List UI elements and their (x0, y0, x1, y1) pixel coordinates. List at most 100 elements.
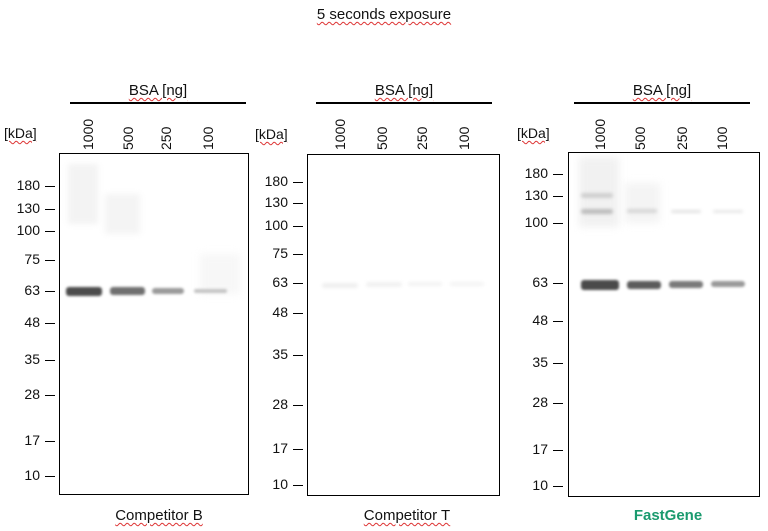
protein-band (627, 209, 657, 213)
lane-label: 250 (674, 126, 690, 150)
mw-tick (293, 226, 303, 227)
mw-tick (553, 223, 563, 224)
protein-band (66, 287, 102, 296)
mw-label: 10 (532, 477, 548, 493)
panel-caption: Competitor T (363, 507, 451, 524)
mw-tick (45, 441, 55, 442)
mw-tick (553, 450, 563, 451)
mw-tick (45, 323, 55, 324)
protein-band (711, 281, 745, 287)
mw-tick (293, 254, 303, 255)
mw-tick (293, 355, 303, 356)
mw-label: 180 (16, 177, 40, 193)
mw-tick (553, 321, 563, 322)
protein-band (581, 280, 619, 290)
mw-tick (293, 283, 303, 284)
lane-label: 100 (200, 126, 216, 150)
mw-tick (45, 186, 55, 187)
protein-band (581, 193, 613, 198)
mw-tick (293, 405, 303, 406)
panel-caption: Competitor B (115, 507, 203, 524)
mw-label: 63 (272, 274, 288, 290)
mw-label: 48 (272, 304, 288, 320)
smear (68, 164, 98, 224)
protein-band (194, 289, 227, 293)
bsa-label: BSA [ng] (374, 82, 434, 99)
mw-tick (293, 485, 303, 486)
smear (200, 254, 240, 294)
lane-label: 1000 (592, 118, 608, 150)
mw-label: 130 (264, 194, 288, 210)
mw-tick (553, 363, 563, 364)
lane-label: 100 (456, 126, 472, 150)
figure-title: 5 seconds exposure (316, 6, 452, 23)
mw-label: 35 (272, 346, 288, 362)
smear (105, 194, 140, 234)
protein-band (669, 281, 703, 288)
mw-label: 130 (524, 187, 548, 203)
mw-tick (553, 283, 563, 284)
mw-tick (45, 209, 55, 210)
lane-label: 100 (714, 126, 730, 150)
mw-label: 180 (524, 165, 548, 181)
mw-label: 17 (272, 440, 288, 456)
mw-label: 28 (272, 396, 288, 412)
protein-band (713, 210, 743, 213)
mw-tick (45, 360, 55, 361)
protein-band (627, 281, 661, 289)
mw-label: 17 (532, 441, 548, 457)
protein-band (671, 210, 701, 213)
mw-label: 100 (264, 217, 288, 233)
mw-label: 100 (524, 214, 548, 230)
protein-band (450, 282, 484, 286)
mw-tick (293, 203, 303, 204)
mw-label: 180 (264, 173, 288, 189)
smear (625, 183, 660, 223)
lane-label: 250 (158, 126, 174, 150)
mw-tick (553, 174, 563, 175)
bsa-label: BSA [ng] (632, 82, 692, 99)
protein-band (152, 288, 184, 294)
mw-label: 48 (532, 312, 548, 328)
mw-tick (45, 260, 55, 261)
mw-tick (553, 486, 563, 487)
mw-label: 130 (16, 200, 40, 216)
mw-label: 35 (532, 354, 548, 370)
mw-tick (293, 313, 303, 314)
mw-tick (45, 231, 55, 232)
mw-tick (45, 476, 55, 477)
mw-tick (553, 196, 563, 197)
bsa-label: BSA [ng] (128, 82, 188, 99)
mw-label: 75 (272, 245, 288, 261)
protein-band (366, 282, 402, 287)
mw-tick (293, 182, 303, 183)
lane-label: 500 (120, 126, 136, 150)
protein-band (110, 287, 145, 295)
lane-label: 500 (374, 126, 390, 150)
mw-tick (45, 395, 55, 396)
mw-tick (553, 403, 563, 404)
mw-label: 28 (532, 394, 548, 410)
mw-label: 63 (532, 274, 548, 290)
kda-label: [kDa] (255, 126, 288, 142)
mw-label: 28 (24, 386, 40, 402)
bsa-bar (70, 102, 246, 104)
bsa-bar (574, 102, 750, 104)
mw-label: 75 (24, 251, 40, 267)
protein-band (581, 209, 613, 214)
mw-tick (45, 291, 55, 292)
bsa-bar (316, 102, 492, 104)
blot-membrane (568, 152, 760, 497)
lane-label: 500 (632, 126, 648, 150)
smear (579, 157, 619, 227)
mw-label: 35 (24, 351, 40, 367)
blot-membrane (307, 154, 500, 496)
blot-membrane (59, 153, 249, 495)
mw-tick (293, 449, 303, 450)
protein-band (322, 283, 358, 288)
mw-label: 10 (272, 476, 288, 492)
panel-caption: FastGene (568, 507, 768, 524)
mw-label: 17 (24, 432, 40, 448)
kda-label: [kDa] (517, 125, 550, 141)
mw-label: 100 (16, 222, 40, 238)
